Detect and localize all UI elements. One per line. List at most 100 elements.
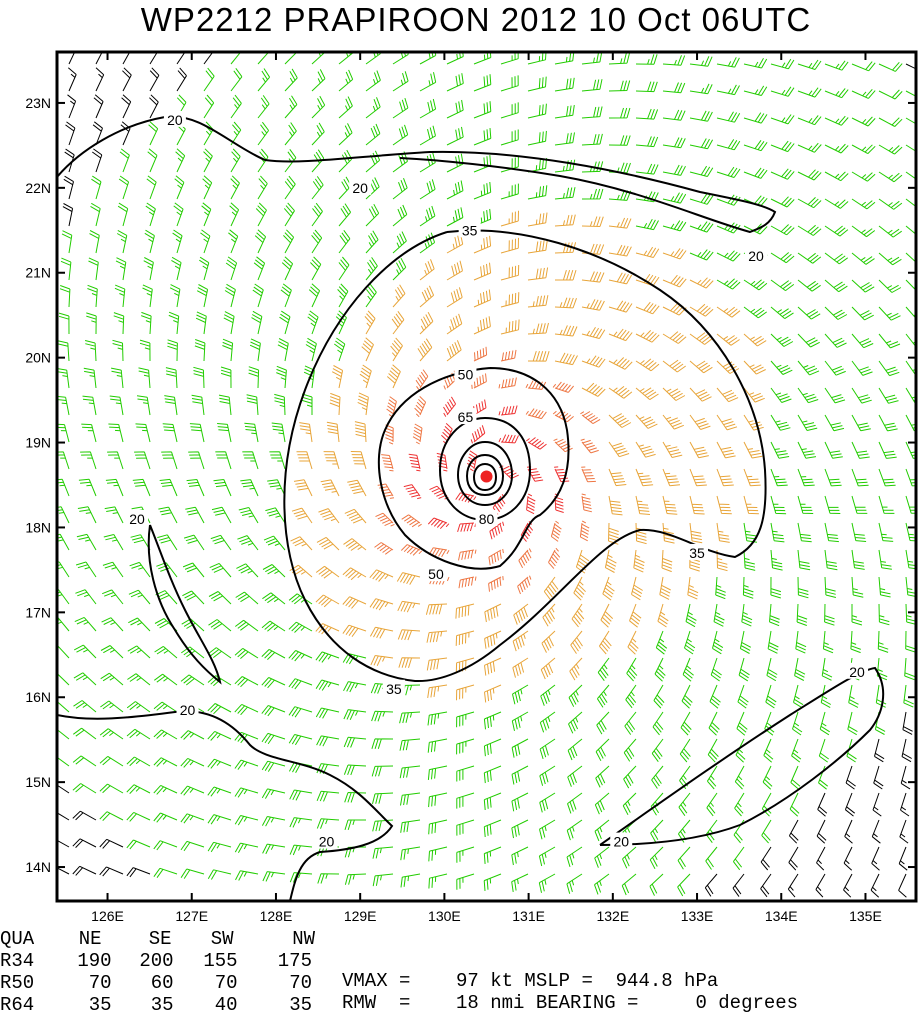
wind-barb (844, 819, 853, 844)
y-tick-label: 22N (25, 180, 51, 196)
wind-barb (338, 123, 353, 146)
wind-barb (682, 657, 694, 682)
wind-barb (213, 479, 232, 497)
r64-label: R64 (0, 994, 34, 1014)
contour-line (57, 115, 777, 234)
wind-barb (392, 151, 408, 173)
wind-barb (57, 340, 70, 362)
wind-barb (797, 441, 817, 459)
wind-barb (625, 684, 637, 709)
wind-barb (57, 867, 70, 875)
wind-barb (581, 133, 603, 146)
wind-barb (716, 468, 734, 487)
wind-barb (283, 229, 295, 254)
wind-barb (390, 337, 403, 362)
wind-barb (736, 711, 748, 736)
wind-barb (429, 485, 449, 500)
wind-barb (316, 735, 340, 747)
wind-barb (900, 792, 910, 817)
wind-barb (518, 548, 532, 569)
wind-barb (581, 355, 606, 368)
wind-barb (689, 193, 714, 205)
contour-label: 20 (180, 702, 196, 718)
wind-barb (311, 122, 325, 146)
wind-barb (483, 846, 502, 864)
wind-barb (57, 506, 70, 524)
wind-barb (662, 359, 686, 373)
wind-barb (427, 765, 448, 780)
wind-barb (761, 819, 772, 844)
wind-barb (77, 506, 97, 524)
wind-barb (770, 279, 795, 292)
wind-barb (372, 846, 394, 859)
wind-barb (905, 414, 916, 432)
wind-barb (662, 55, 686, 66)
wind-barb (713, 603, 725, 627)
wind-barb (743, 223, 768, 235)
y-tick-label: 16N (25, 689, 51, 705)
wind-barb (158, 506, 178, 524)
wind-barb (655, 630, 668, 655)
wind-barb (662, 248, 687, 260)
wind-barb (596, 684, 610, 708)
wind-barb (622, 846, 637, 869)
wind-barb (767, 630, 779, 654)
contour-labels: 20 20 20 20 20 20 20 20 35 35 35 50 50 65 80 (126, 110, 869, 850)
wind-barb (621, 873, 637, 896)
wind-barb (581, 466, 596, 483)
wind-barb (412, 423, 423, 445)
wind-barb (203, 94, 215, 119)
wind-barb (365, 257, 378, 281)
wind-barb (343, 736, 367, 748)
wind-barb (824, 171, 849, 182)
wind-barb (135, 423, 151, 443)
wind-barb (608, 190, 632, 201)
wind-barb (111, 367, 124, 389)
wind-barb (743, 333, 767, 347)
wind-barb (527, 350, 550, 362)
wind-barb (527, 130, 547, 146)
wind-barb (95, 67, 105, 92)
wind-barb (288, 706, 313, 718)
wind-barb (651, 738, 664, 762)
wind-barb (770, 414, 791, 431)
wind-barb (207, 675, 232, 687)
wind-barb (391, 311, 405, 335)
wind-barb (766, 657, 778, 682)
wind-barb (311, 149, 325, 173)
contour-label-bg (382, 679, 405, 696)
wind-barb (851, 576, 864, 598)
wind-barb (878, 252, 902, 266)
wind-barb (365, 70, 381, 92)
wind-barb (484, 630, 502, 649)
x-tick-label: 126E (91, 908, 124, 924)
wind-barb (419, 72, 437, 92)
wind-barb (72, 810, 97, 821)
wind-barb (397, 600, 421, 613)
wind-barb (716, 549, 728, 572)
wind-barb (246, 394, 259, 416)
wind-barb (743, 387, 765, 403)
wind-barb (84, 340, 97, 362)
wind-barb (677, 846, 691, 870)
wind-barb (851, 144, 876, 155)
wind-barb (662, 164, 686, 176)
wind-barb (743, 279, 768, 291)
wind-barb (350, 451, 367, 470)
wind-barb (357, 392, 369, 416)
wind-barb (338, 176, 352, 200)
wind-barb (284, 175, 296, 200)
contour-label: 20 (129, 511, 145, 527)
contour-label: 80 (479, 511, 495, 527)
wind-barb (234, 731, 259, 744)
wind-barb (770, 196, 795, 208)
y-axis: 14N 15N 16N 17N 18N 19N 20N 21N 22N 23N (25, 95, 916, 875)
wind-barb (365, 177, 380, 200)
wind-barb (635, 218, 659, 231)
wind-barb (289, 789, 313, 801)
wind-barb (824, 495, 841, 514)
wind-barb (905, 279, 916, 291)
contour-label: 35 (689, 545, 705, 561)
wind-barb (426, 657, 448, 671)
wind-barb (338, 256, 350, 281)
